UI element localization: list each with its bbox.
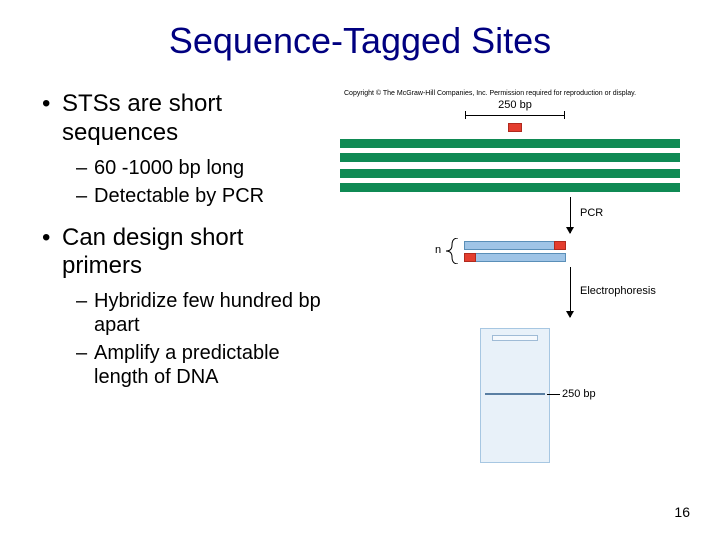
gel-box <box>480 328 550 463</box>
bullet-sts-short: STSs are short sequences <box>40 90 330 148</box>
primer-top-right <box>554 241 566 250</box>
primer-bottom-left <box>464 253 476 262</box>
n-brace-icon <box>446 238 460 264</box>
arrow-pcr <box>570 197 571 233</box>
dna-strand-1a <box>340 139 680 148</box>
bullet-amplify: Amplify a predictable length of DNA <box>40 341 330 389</box>
content-row: STSs are short sequences 60 -1000 bp lon… <box>40 90 680 483</box>
pcr-product-bottom <box>464 253 566 262</box>
copyright-text: Copyright © The McGraw-Hill Companies, I… <box>340 90 680 97</box>
band-label: 250 bp <box>562 388 596 400</box>
pcr-product-top <box>464 241 566 250</box>
gel-well <box>492 335 538 341</box>
sts-marker-top <box>508 123 522 132</box>
arrow-electrophoresis <box>570 267 571 317</box>
bracket-250bp: 250 bp <box>465 103 565 117</box>
pcr-label: PCR <box>580 207 603 219</box>
band-leader-line <box>547 394 560 395</box>
bullet-hybridize: Hybridize few hundred bp apart <box>40 289 330 337</box>
n-label: n <box>435 244 441 256</box>
bullet-primers: Can design short primers <box>40 224 330 282</box>
dna-strand-1b <box>340 153 680 162</box>
electrophoresis-label: Electrophoresis <box>580 285 656 297</box>
sts-diagram: 250 bp PCR n <box>340 103 680 483</box>
bullet-bp-long: 60 -1000 bp long <box>40 156 330 180</box>
dna-strand-2b <box>340 183 680 192</box>
bracket-label: 250 bp <box>465 99 565 111</box>
diagram-column: Copyright © The McGraw-Hill Companies, I… <box>340 90 680 483</box>
dna-strand-2a <box>340 169 680 178</box>
text-column: STSs are short sequences 60 -1000 bp lon… <box>40 90 330 483</box>
page-title: Sequence-Tagged Sites <box>40 20 680 62</box>
page-number: 16 <box>674 504 690 520</box>
gel-band <box>485 393 545 395</box>
bullet-pcr-detect: Detectable by PCR <box>40 184 330 208</box>
